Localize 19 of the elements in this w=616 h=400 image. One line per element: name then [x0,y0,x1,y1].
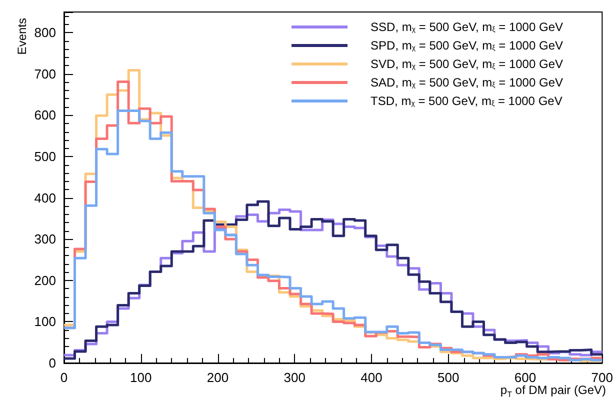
x-axis-title: p$_{T}$ of DM pair (GeV) [500,383,606,399]
x-tick-label: 600 [514,370,536,385]
y-tick-label: 800 [34,25,56,40]
y-tick-label: 200 [34,272,56,288]
x-tick-label: 700 [591,370,614,385]
y-tick-label: 400 [34,190,56,206]
x-tick-label: 100 [130,370,152,385]
y-tick-label: 100 [34,314,56,330]
y-tick-label: 300 [34,232,56,247]
x-tick-label: 400 [360,370,382,385]
y-tick-label: 0 [48,356,56,370]
y-tick-label: 500 [34,149,56,164]
x-tick-label: 200 [206,370,229,385]
y-tick-label: 700 [34,66,56,82]
y-tick-label: 600 [34,108,56,123]
x-tick-label: 0 [60,370,68,385]
y-axis-title: Events [15,18,29,55]
x-tick-label: 300 [284,370,306,385]
x-tick-label: 500 [438,370,460,385]
